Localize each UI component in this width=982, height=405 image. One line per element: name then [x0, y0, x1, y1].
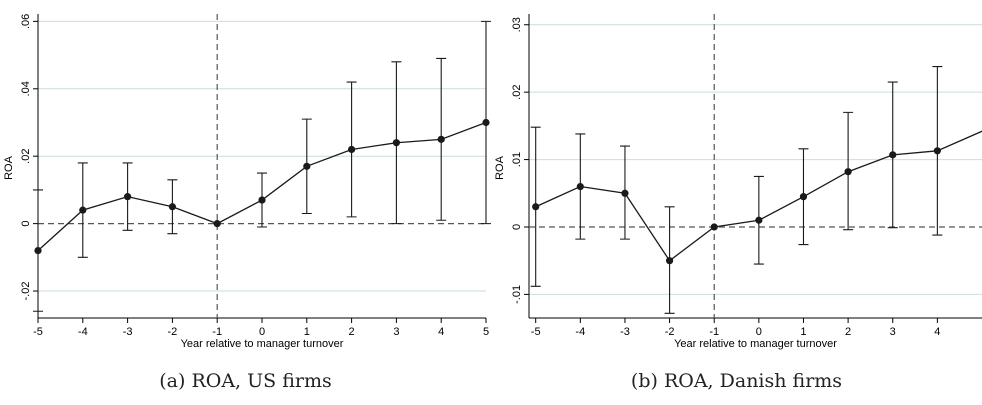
x-tick-label: -4: [575, 326, 585, 338]
x-tick-label: 5: [483, 326, 489, 338]
y-tick-label: .04: [20, 81, 32, 96]
data-point: [576, 182, 584, 191]
panel-danish-firms: -.01 0 .01 .02 .03 -5 -4 -3 -2 -1 0 1 2 3 4 Year relati…: [491, 0, 982, 405]
y-axis-title: ROA: [494, 155, 506, 180]
y-tick-label: -.02: [20, 282, 32, 301]
data-point: [889, 151, 897, 159]
data-point: [348, 145, 356, 154]
chart-roa-danish: -.01 0 .01 .02 .03 -5 -4 -3 -2 -1 0 1 2 3 4 Year relati…: [494, 14, 982, 350]
chart-roa-us: -.02 0 .02 .04 .06 -5 -4 -3 -2 -1 0 1 2 3 4 5 Year relat…: [3, 14, 491, 350]
y-tick-label: .02: [20, 149, 32, 164]
data-point: [258, 196, 266, 204]
x-tick-label: -4: [78, 326, 88, 338]
x-tick-label: -5: [531, 326, 541, 338]
data-point: [755, 216, 763, 224]
y-tick-label: -.01: [511, 285, 523, 304]
x-tick-label: 4: [438, 326, 444, 338]
data-point: [437, 135, 445, 143]
data-point: [621, 189, 629, 197]
x-tick-label: 1: [800, 326, 806, 338]
data-point: [799, 193, 808, 201]
x-tick-label: -2: [665, 326, 675, 338]
data-point: [710, 223, 718, 231]
y-tick-label: 0: [511, 224, 523, 230]
x-axis-title: Year relative to manager turnover: [181, 338, 344, 350]
data-point: [303, 162, 311, 170]
panel-us-firms: -.02 0 .02 .04 .06 -5 -4 -3 -2 -1 0 1 2 3 4 5 Year relat…: [3, 14, 491, 392]
data-point: [482, 118, 490, 127]
x-tick-label: 2: [349, 326, 355, 338]
x-tick-label: -3: [123, 326, 133, 338]
data-point: [844, 168, 852, 176]
x-tick-label: 3: [890, 326, 896, 338]
x-tick-label: 4: [934, 326, 940, 338]
data-point: [933, 147, 941, 155]
y-tick-label: .01: [511, 152, 523, 167]
x-tick-label: -3: [620, 326, 630, 338]
data-point: [34, 246, 42, 255]
x-tick-label: -2: [168, 326, 178, 338]
x-tick-label: -1: [709, 326, 719, 338]
y-tick-label: .06: [20, 14, 32, 29]
data-point: [665, 257, 674, 265]
data-point: [79, 206, 87, 214]
caption-danish-firms: (b) ROA, Danish firms: [630, 370, 843, 392]
data-point: [213, 220, 221, 228]
series-group: [530, 65, 982, 314]
y-tick-label: .03: [511, 17, 523, 32]
x-tick-label: 0: [756, 326, 762, 338]
data-point: [168, 203, 176, 211]
data-point: [392, 139, 400, 147]
data-point: [124, 193, 132, 201]
x-axis-title: Year relative to manager turnover: [674, 338, 837, 350]
data-point: [532, 203, 540, 211]
x-tick-label: -5: [33, 326, 43, 338]
x-tick-label: 0: [259, 326, 265, 338]
y-axis-title: ROA: [3, 155, 15, 180]
caption-us-firms: (a) ROA, US firms: [159, 370, 332, 392]
series-group: [33, 20, 491, 312]
x-tick-label: 1: [304, 326, 310, 338]
y-tick-label: 0: [20, 221, 32, 227]
x-tick-label: -1: [212, 326, 222, 338]
y-tick-label: .02: [511, 85, 523, 100]
x-tick-label: 2: [845, 326, 851, 338]
x-tick-label: 3: [393, 326, 399, 338]
